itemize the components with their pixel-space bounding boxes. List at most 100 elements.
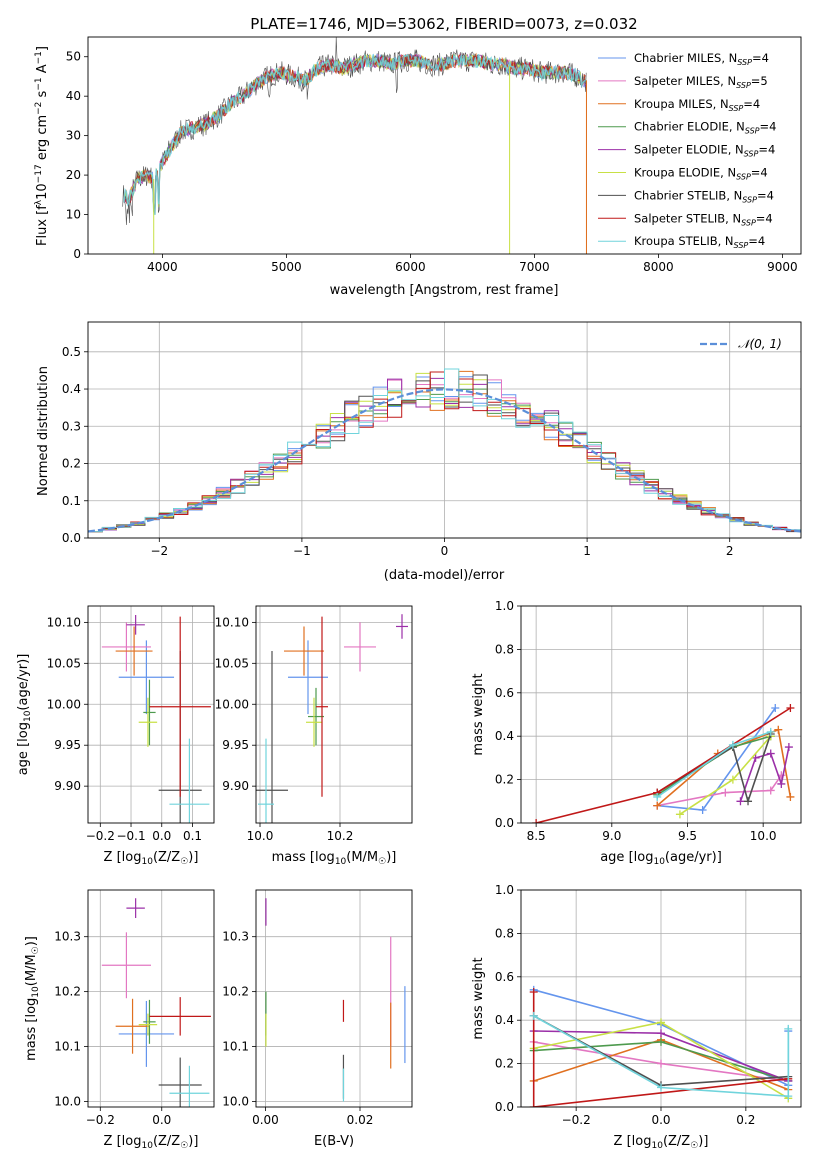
- tick-label-y: 0.2: [62, 457, 81, 471]
- x-axis-label-part: (age/yr)]: [665, 850, 722, 865]
- tick-label-y: 10.3: [222, 930, 249, 944]
- tick-label-x: 0.02: [347, 1113, 374, 1127]
- y-axis-label-part: s: [35, 90, 50, 101]
- tick-label-y: 30: [66, 129, 81, 143]
- series-marker: [766, 727, 775, 736]
- series-marker: [721, 788, 730, 797]
- axes-massweight_vs_Z: −0.2 0.0 0.2 0.0 0.2 0.4 0.6 0.8 1.0 Z [log10(Z/Z…: [471, 883, 802, 1151]
- legend-label-val: =4: [760, 120, 777, 134]
- y-axis-label-part: (age/yr)]: [16, 654, 31, 711]
- legend-label: 𝒩(0, 1): [738, 337, 782, 351]
- axes-frame: [520, 889, 802, 1108]
- normal-reference-line: [88, 388, 801, 533]
- tick-label-y: 10: [66, 208, 81, 222]
- x-axis-label-part: ☉: [180, 857, 188, 867]
- tick-label-x: 0.00: [252, 1113, 279, 1127]
- spectrum-model-line: [123, 53, 586, 215]
- tick-label-y: 0.2: [495, 1057, 514, 1071]
- legend-label-val: =4: [752, 51, 769, 65]
- axes-age_vs_mass: 10.0 10.2 9.90 9.95 10.00 10.05 10.10 mass [log…: [215, 605, 413, 867]
- axes-frame: [87, 889, 215, 1108]
- tick-label-y: 0.3: [62, 419, 81, 433]
- axes-frame: [520, 605, 802, 824]
- legend-label-text: Salpeter MILES, N: [634, 74, 736, 88]
- x-axis-label-part: )]: [698, 1134, 708, 1149]
- tick-label-x: 0: [441, 544, 449, 558]
- legend-label-sub: SSP: [745, 127, 760, 136]
- axes-residuals: −2 −1 0 1 2 0.0 0.1 0.2 0.3 0.4 0.5 𝒩(0, 1) (data-mo…: [36, 321, 802, 583]
- axes-age_vs_Z: −0.2 −0.1 0.0 0.1 9.90 9.95 10.00 10.05 10.10 Z […: [16, 605, 215, 867]
- series-marker: [766, 749, 775, 758]
- spectrum-model-line: [123, 52, 586, 212]
- tick-label-x: 2: [726, 544, 734, 558]
- x-axis-label-part: ☉: [378, 857, 386, 867]
- series-marker: [728, 740, 737, 749]
- y-axis-label-part: −1: [34, 77, 44, 90]
- tick-label-y: 10.2: [222, 985, 249, 999]
- y-axis-label-part: −17: [34, 164, 44, 183]
- series-marker: [529, 1103, 538, 1107]
- tick-label-x: 5000: [271, 260, 302, 274]
- x-axis-label-part: 10: [653, 857, 665, 867]
- tick-label-y: 10.2: [54, 985, 81, 999]
- legend-label-val: =5: [751, 74, 768, 88]
- legend-label-sub: SSP: [744, 150, 759, 159]
- y-axis-label-part: erg cm: [35, 115, 50, 164]
- x-axis-label-part: ☉: [180, 1141, 188, 1151]
- plot-area-massweight_vs_Z: [529, 985, 793, 1107]
- series-marker: [786, 703, 795, 712]
- tick-label-y: 10.00: [215, 697, 249, 711]
- tick-label-y: 0.0: [62, 531, 81, 545]
- series-marker: [657, 1059, 665, 1068]
- tick-label-y: 40: [66, 89, 81, 103]
- series-line: [656, 728, 792, 807]
- legend-label: Salpeter MILES, NSSP=5: [634, 74, 768, 90]
- legend-label-sub: SSP: [736, 173, 751, 182]
- x-axis-label-part: (Z/Z: [153, 1134, 180, 1149]
- series-marker: [744, 797, 753, 806]
- tick-label-x: −0.2: [562, 1113, 591, 1127]
- y-axis-label-part: age [log: [16, 722, 31, 775]
- x-axis-label-part: 10: [141, 1141, 153, 1151]
- tick-label-x: −0.2: [86, 1113, 115, 1127]
- tick-label-y: 0.2: [495, 773, 514, 787]
- legend-label-sub: SSP: [734, 241, 749, 250]
- tick-label-y: 10.0: [54, 1095, 81, 1109]
- y-axis-label: mass weight: [471, 673, 486, 755]
- tick-label-y: 0.6: [495, 970, 514, 984]
- legend-label-text: Chabrier STELIB, N: [634, 188, 742, 202]
- tick-label-y: 0.8: [495, 642, 514, 656]
- series-marker: [777, 779, 786, 788]
- tick-label-y: 0.1: [62, 494, 81, 508]
- legend-label-text: Kroupa MILES, N: [634, 97, 729, 111]
- legend-label-text: Chabrier MILES, N: [634, 51, 737, 65]
- x-axis-label: Z [log10(Z/Z☉)]: [104, 1134, 199, 1151]
- y-axis-label: age [log10(age/yr)]: [16, 654, 33, 776]
- plot-area-age_vs_Z: [101, 615, 211, 823]
- y-axis-label: mass weight: [471, 957, 486, 1039]
- x-axis-label-part: Z [log: [104, 850, 142, 865]
- y-axis-label: mass [log10(M/M☉)]: [24, 936, 41, 1061]
- tick-label-x: 8000: [643, 260, 674, 274]
- tick-label-y: 0.0: [495, 1100, 514, 1114]
- tick-label-y: 10.10: [215, 615, 249, 629]
- tick-label-x: 0.0: [152, 1113, 171, 1127]
- tick-label-x: 0.0: [651, 1113, 670, 1127]
- tick-label-x: 7000: [519, 260, 550, 274]
- series-marker: [736, 797, 745, 806]
- axes-frame: [255, 889, 413, 1108]
- x-axis-label-part: )]: [188, 1134, 198, 1149]
- tick-label-y: 10.1: [222, 1040, 249, 1054]
- tick-label-x: 1: [583, 544, 591, 558]
- series-marker: [657, 1083, 665, 1092]
- x-axis-label: age [log10(age/yr)]: [600, 850, 722, 867]
- legend-label-text: Kroupa ELODIE, N: [634, 166, 736, 180]
- y-axis-label-part: )]: [24, 936, 39, 946]
- tick-label-y: 9.90: [54, 779, 81, 793]
- series-marker: [653, 792, 662, 801]
- tick-label-x: 9000: [767, 260, 798, 274]
- tick-label-y: 10.05: [47, 656, 81, 670]
- x-axis-label-part: )]: [188, 850, 198, 865]
